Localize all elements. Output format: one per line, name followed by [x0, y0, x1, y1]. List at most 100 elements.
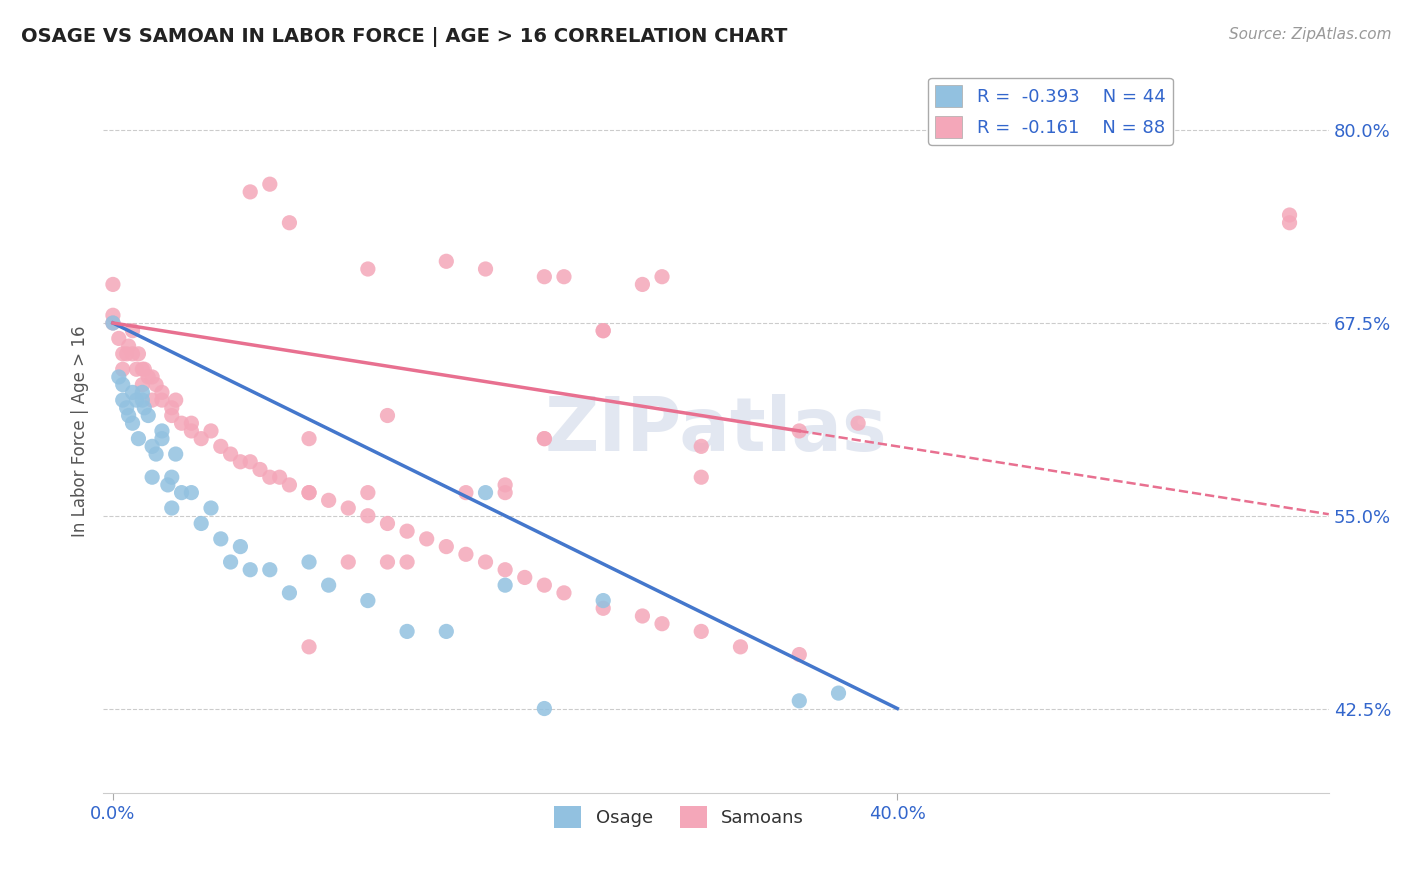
Point [533, 432, 555, 446]
Point [136, 370, 159, 384]
Point [209, 439, 232, 453]
Point [160, 501, 183, 516]
Point [160, 470, 183, 484]
Point [108, 370, 131, 384]
Point [494, 578, 516, 592]
Point [101, 277, 124, 292]
Point [357, 262, 380, 277]
Point [357, 485, 380, 500]
Point [533, 269, 555, 284]
Point [651, 269, 673, 284]
Point [690, 470, 713, 484]
Point [121, 324, 143, 338]
Legend: Osage, Samoans: Osage, Samoans [547, 798, 811, 835]
Point [111, 377, 134, 392]
Point [131, 377, 153, 392]
Point [377, 409, 399, 423]
Point [434, 540, 457, 554]
Point [150, 393, 173, 408]
Point [145, 377, 167, 392]
Point [136, 409, 159, 423]
Point [259, 563, 281, 577]
Point [631, 277, 654, 292]
Point [125, 393, 148, 408]
Point [121, 385, 143, 400]
Point [165, 393, 187, 408]
Point [298, 485, 321, 500]
Point [337, 501, 360, 516]
Point [730, 640, 752, 654]
Point [165, 447, 187, 461]
Point [787, 424, 810, 438]
Point [553, 586, 575, 600]
Point [115, 347, 138, 361]
Point [134, 401, 156, 415]
Point [454, 547, 477, 561]
Point [127, 347, 149, 361]
Point [377, 516, 399, 531]
Point [396, 524, 419, 538]
Point [298, 485, 321, 500]
Point [127, 432, 149, 446]
Point [846, 416, 869, 430]
Point [134, 362, 156, 376]
Point [190, 432, 212, 446]
Point [434, 624, 457, 639]
Point [101, 308, 124, 322]
Point [533, 432, 555, 446]
Text: Source: ZipAtlas.com: Source: ZipAtlas.com [1229, 27, 1392, 42]
Point [209, 532, 232, 546]
Point [1278, 216, 1301, 230]
Point [145, 447, 167, 461]
Point [474, 262, 496, 277]
Point [631, 609, 654, 624]
Point [200, 501, 222, 516]
Point [150, 424, 173, 438]
Point [180, 424, 202, 438]
Y-axis label: In Labor Force | Age > 16: In Labor Force | Age > 16 [72, 326, 89, 537]
Point [219, 447, 242, 461]
Point [415, 532, 437, 546]
Point [239, 455, 262, 469]
Point [278, 586, 301, 600]
Point [434, 254, 457, 268]
Point [101, 316, 124, 330]
Point [278, 216, 301, 230]
Point [239, 563, 262, 577]
Point [156, 478, 179, 492]
Point [131, 385, 153, 400]
Point [494, 478, 516, 492]
Point [229, 455, 252, 469]
Point [239, 185, 262, 199]
Point [377, 555, 399, 569]
Point [259, 177, 281, 191]
Point [200, 424, 222, 438]
Point [125, 362, 148, 376]
Point [108, 331, 131, 345]
Point [494, 563, 516, 577]
Point [690, 439, 713, 453]
Point [787, 648, 810, 662]
Point [357, 593, 380, 607]
Point [278, 478, 301, 492]
Point [150, 385, 173, 400]
Point [150, 432, 173, 446]
Point [533, 701, 555, 715]
Point [318, 493, 340, 508]
Point [690, 624, 713, 639]
Point [131, 362, 153, 376]
Point [141, 470, 163, 484]
Point [111, 362, 134, 376]
Point [474, 555, 496, 569]
Point [141, 439, 163, 453]
Point [1278, 208, 1301, 222]
Point [827, 686, 849, 700]
Point [357, 508, 380, 523]
Point [121, 416, 143, 430]
Point [229, 540, 252, 554]
Point [219, 555, 242, 569]
Point [170, 416, 193, 430]
Point [269, 470, 291, 484]
Point [494, 485, 516, 500]
Point [259, 470, 281, 484]
